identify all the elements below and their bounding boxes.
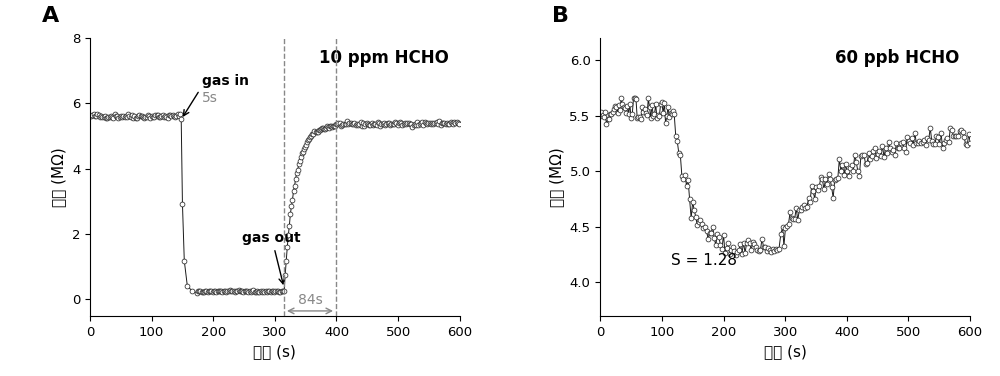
- Text: 84s: 84s: [298, 293, 322, 307]
- Text: 10 ppm HCHO: 10 ppm HCHO: [319, 49, 449, 67]
- Y-axis label: 电阰 (MΩ): 电阰 (MΩ): [51, 147, 66, 206]
- Y-axis label: 电阰 (MΩ): 电阰 (MΩ): [549, 147, 564, 206]
- Text: 60 ppb HCHO: 60 ppb HCHO: [835, 49, 959, 67]
- X-axis label: 时间 (s): 时间 (s): [253, 344, 296, 359]
- Text: gas in: gas in: [202, 74, 249, 88]
- Text: S = 1.28: S = 1.28: [671, 253, 737, 268]
- Text: gas out: gas out: [242, 231, 301, 284]
- Text: A: A: [42, 6, 59, 26]
- X-axis label: 时间 (s): 时间 (s): [764, 344, 807, 359]
- Text: 5s: 5s: [202, 91, 217, 105]
- Text: B: B: [552, 6, 569, 26]
